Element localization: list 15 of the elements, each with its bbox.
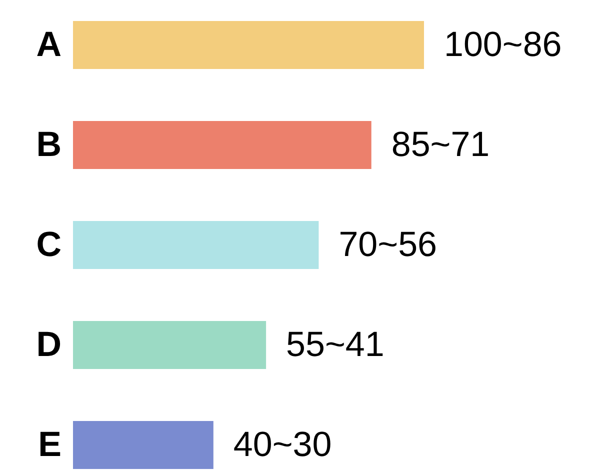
data-label: 55~41 bbox=[286, 325, 384, 364]
y-tick-label: D bbox=[36, 325, 62, 364]
bar bbox=[73, 421, 214, 469]
data-label: 100~86 bbox=[444, 25, 562, 64]
bar bbox=[73, 21, 424, 69]
bar bbox=[73, 121, 372, 169]
y-tick-label: E bbox=[38, 425, 62, 464]
bar bbox=[73, 221, 319, 269]
bar bbox=[73, 321, 266, 369]
data-label: 40~30 bbox=[233, 425, 332, 464]
y-tick-label: A bbox=[36, 25, 62, 64]
data-label: 70~56 bbox=[338, 225, 438, 264]
y-tick-label: B bbox=[36, 125, 62, 164]
y-tick-label: C bbox=[36, 225, 62, 264]
data-label: 85~71 bbox=[391, 125, 490, 164]
